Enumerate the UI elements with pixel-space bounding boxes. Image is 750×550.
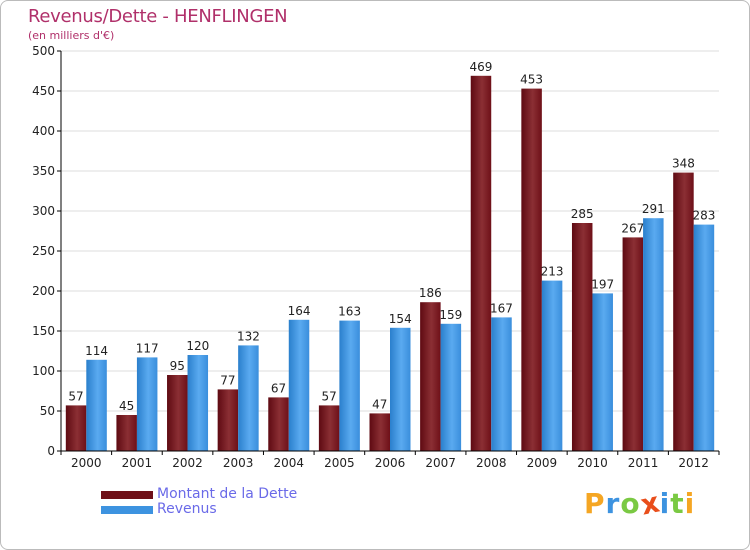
y-tick-label: 500 [32, 44, 55, 58]
bar-dette-2003 [217, 389, 239, 451]
x-tick-label: 2006 [375, 456, 406, 470]
data-label: 186 [419, 286, 442, 300]
y-tick-label: 200 [32, 284, 55, 298]
x-tick-label: 2004 [273, 456, 304, 470]
bar-dette-2001 [116, 415, 137, 451]
y-tick-label: 150 [32, 324, 55, 338]
x-tick-label: 2011 [628, 456, 659, 470]
y-tick-label: 250 [32, 244, 55, 258]
x-tick-label: 2005 [324, 456, 355, 470]
bar-revenus-2010 [592, 293, 613, 451]
bar-revenus-2011 [643, 218, 664, 451]
logo-letter: P [584, 487, 606, 520]
bar-revenus-2008 [491, 317, 512, 451]
bar-dette-2008 [470, 75, 492, 452]
bar-revenus-2000 [86, 359, 107, 451]
chart-subtitle: (en milliers d'€) [28, 29, 115, 42]
data-label: 164 [288, 304, 311, 318]
x-tick-label: 2009 [527, 456, 558, 470]
bar-revenus-2004 [288, 319, 310, 451]
y-tick-label: 450 [32, 84, 55, 98]
data-label: 167 [490, 301, 513, 315]
data-label: 132 [237, 329, 260, 343]
data-label: 163 [338, 305, 361, 319]
data-label: 117 [136, 341, 159, 355]
x-tick-label: 2001 [122, 456, 153, 470]
y-tick-label: 300 [32, 204, 55, 218]
y-tick-label: 350 [32, 164, 55, 178]
data-label: 453 [520, 73, 543, 87]
data-label: 469 [470, 60, 493, 74]
legend-swatch-dette [101, 491, 153, 499]
proxiti-logo: Proxiti [584, 485, 696, 521]
data-label: 291 [642, 202, 665, 216]
x-tick-label: 2010 [577, 456, 608, 470]
data-label: 57 [321, 389, 336, 403]
x-tick-label: 2003 [223, 456, 254, 470]
bar-dette-2002 [167, 375, 188, 451]
x-tick-label: 2008 [476, 456, 507, 470]
data-label: 67 [271, 381, 286, 395]
y-tick-label: 50 [40, 404, 55, 418]
chart-title: Revenus/Dette - HENFLINGEN [28, 6, 288, 27]
legend-label-revenus: Revenus [157, 501, 217, 517]
data-label: 120 [186, 339, 209, 353]
bar-dette-2007 [420, 302, 441, 451]
logo-letter: r [605, 487, 621, 520]
bar-revenus-2006 [390, 327, 411, 451]
data-label: 57 [68, 389, 83, 403]
bar-revenus-2007 [440, 323, 462, 451]
axis-layer: 0 50 100 150 200 250 300 350 400 450 500 2000 2001 20… [32, 44, 720, 470]
bars-layer [65, 75, 715, 452]
y-tick-label: 0 [47, 444, 55, 458]
bar-dette-2011 [622, 237, 644, 451]
legend-swatch-revenus [101, 506, 153, 514]
data-label: 267 [621, 221, 644, 235]
bar-revenus-2002 [187, 355, 209, 451]
data-label: 154 [389, 312, 412, 326]
bar-dette-2006 [369, 413, 390, 451]
data-label: 114 [85, 344, 108, 358]
logo-letter: i [659, 487, 671, 520]
bar-revenus-2005 [339, 320, 360, 451]
data-label: 285 [571, 207, 594, 221]
bar-revenus-2012 [693, 224, 715, 451]
bar-dette-2012 [673, 172, 694, 451]
x-tick-label: 2000 [71, 456, 102, 470]
data-label: 283 [692, 209, 715, 223]
bar-dette-2000 [65, 405, 87, 451]
x-tick-label: 2002 [172, 456, 203, 470]
legend-label-dette: Montant de la Dette [157, 486, 298, 502]
data-label: 45 [119, 399, 134, 413]
logo-letter: t [670, 487, 685, 520]
bar-dette-2009 [521, 88, 542, 451]
data-label: 197 [591, 277, 614, 291]
data-label: 159 [439, 308, 462, 322]
logo-letter: i [684, 487, 696, 520]
data-label: 95 [170, 359, 185, 373]
bar-dette-2004 [268, 397, 289, 451]
data-label: 348 [672, 157, 695, 171]
bar-revenus-2009 [541, 280, 563, 451]
logo-letter: o [620, 487, 641, 520]
x-tick-label: 2012 [678, 456, 709, 470]
x-tick-label: 2007 [425, 456, 456, 470]
y-tick-label: 100 [32, 364, 55, 378]
bar-revenus-2003 [238, 345, 259, 451]
data-label: 213 [541, 265, 564, 279]
bar-revenus-2001 [136, 357, 158, 451]
bar-dette-2010 [571, 223, 593, 451]
y-tick-label: 400 [32, 124, 55, 138]
data-label: 47 [372, 397, 387, 411]
bar-dette-2005 [318, 405, 340, 451]
data-label: 77 [220, 373, 235, 387]
